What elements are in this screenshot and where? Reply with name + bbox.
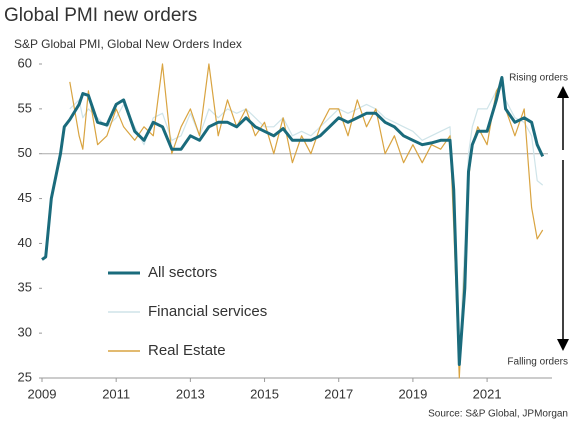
annotation: Falling orders [507,357,568,368]
y-tick-label: 35 [18,280,32,295]
series-line [69,81,544,361]
x-tick-label: 2015 [250,386,279,401]
x-tick-label: 2009 [28,386,57,401]
legend-label: All sectors [148,264,217,281]
legend-label: Real Estate [148,342,226,359]
series-line [69,63,544,379]
x-tick-label: 2013 [176,386,205,401]
x-tick-label: 2017 [324,386,353,401]
series-line [41,76,545,366]
annotation: Rising orders [509,73,568,84]
legend-label: Financial services [148,303,267,320]
y-tick-label: 60 [18,55,32,70]
chart-title: Global PMI new orders [4,5,197,26]
y-tick-label: 30 [18,325,32,340]
chart-subtitle: S&P Global PMI, Global New Orders Index [14,37,242,51]
y-tick-label: 40 [18,235,32,250]
y-tick-label: 50 [18,145,32,160]
x-tick-label: 2011 [102,386,130,401]
x-tick-label: 2021 [473,386,502,401]
x-tick-label: 2019 [398,386,427,401]
y-tick-label: 55 [18,100,32,115]
y-tick-label: 45 [18,190,32,205]
y-tick-label: 25 [18,369,32,384]
source: Source: S&P Global, JPMorgan [428,409,568,420]
